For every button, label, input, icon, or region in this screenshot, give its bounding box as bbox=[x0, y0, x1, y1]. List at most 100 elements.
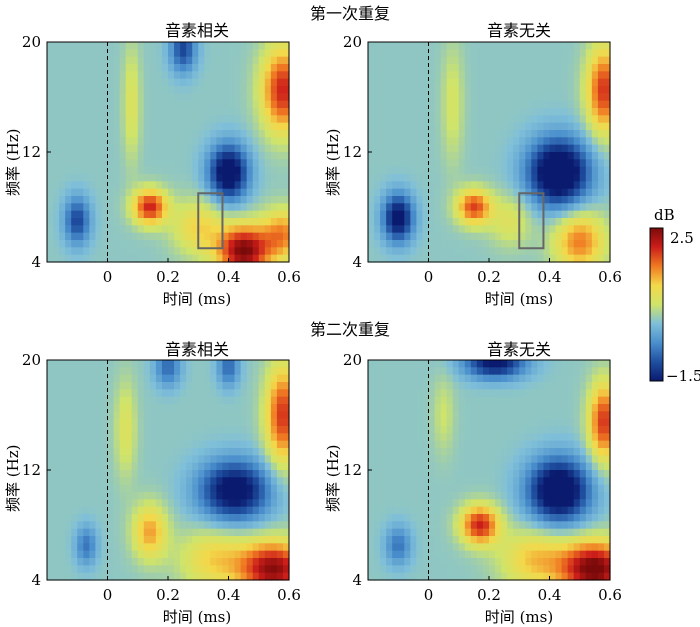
heatmap-cell bbox=[107, 484, 115, 493]
heatmap-cell bbox=[222, 396, 230, 405]
heatmap-cell bbox=[222, 382, 230, 390]
heatmap-cell bbox=[597, 433, 605, 442]
heatmap-cell bbox=[228, 254, 236, 263]
heatmap-cell bbox=[77, 247, 84, 256]
heatmap-cell bbox=[476, 115, 484, 124]
heatmap-cell bbox=[228, 440, 236, 449]
heatmap-cell bbox=[282, 506, 290, 515]
heatmap-cell bbox=[452, 360, 460, 368]
heatmap-cell bbox=[368, 462, 375, 471]
heatmap-cell bbox=[434, 130, 442, 138]
heatmap-cell bbox=[458, 514, 466, 522]
heatmap-cell bbox=[513, 426, 520, 434]
heatmap-cell bbox=[519, 56, 526, 65]
heatmap-cell bbox=[222, 506, 230, 515]
heatmap-cell bbox=[101, 484, 109, 493]
heatmap-cell bbox=[125, 86, 133, 94]
heatmap-cell bbox=[204, 247, 211, 256]
heatmap-cell bbox=[428, 115, 436, 124]
heatmap-cell bbox=[204, 49, 211, 58]
heatmap-cell bbox=[458, 240, 466, 248]
heatmap-cell bbox=[192, 426, 199, 434]
heatmap-cell bbox=[198, 455, 205, 464]
heatmap-cell bbox=[276, 404, 284, 412]
heatmap-cell bbox=[555, 64, 563, 72]
heatmap-cell bbox=[597, 64, 605, 72]
heatmap-cell bbox=[428, 550, 436, 559]
heatmap-cell bbox=[131, 159, 139, 168]
heatmap-cell bbox=[416, 382, 424, 390]
heatmap-cell bbox=[452, 130, 460, 138]
heatmap-cell bbox=[458, 174, 466, 182]
heatmap-cell bbox=[246, 210, 254, 219]
heatmap-cell bbox=[368, 558, 375, 566]
heatmap-cell bbox=[276, 550, 284, 559]
heatmap-cell bbox=[264, 360, 272, 368]
heatmap-cell bbox=[198, 382, 205, 390]
heatmap-cell bbox=[597, 565, 605, 574]
heatmap-cell bbox=[89, 374, 96, 383]
heatmap-cell bbox=[161, 455, 169, 464]
heatmap-cell bbox=[252, 71, 260, 80]
heatmap-cell bbox=[240, 49, 248, 58]
heatmap-cell bbox=[131, 492, 139, 500]
heatmap-cell bbox=[476, 528, 484, 537]
heatmap-cell bbox=[591, 188, 599, 197]
heatmap-cell bbox=[470, 93, 478, 102]
heatmap-cell bbox=[77, 404, 84, 412]
heatmap-cell bbox=[489, 558, 496, 566]
heatmap-cell bbox=[204, 100, 211, 109]
heatmap-cell bbox=[77, 122, 84, 131]
heatmap-cell bbox=[83, 492, 90, 500]
heatmap-cell bbox=[240, 404, 248, 412]
heatmap-cell bbox=[216, 42, 224, 50]
heatmap-cell bbox=[513, 108, 520, 116]
heatmap-cell bbox=[398, 550, 405, 559]
heatmap-cell bbox=[192, 470, 199, 478]
heatmap-cell bbox=[458, 433, 466, 442]
heatmap-cell bbox=[585, 572, 593, 581]
heatmap-cell bbox=[252, 470, 260, 478]
heatmap-cell bbox=[155, 152, 163, 160]
heatmap-cell bbox=[543, 225, 551, 234]
heatmap-cell bbox=[77, 71, 84, 80]
heatmap-cell bbox=[440, 100, 448, 109]
heatmap-cell bbox=[204, 152, 211, 160]
heatmap-cell bbox=[410, 521, 417, 530]
heatmap-cell bbox=[113, 572, 121, 581]
heatmap-cell bbox=[446, 240, 454, 248]
heatmap-cell bbox=[591, 455, 599, 464]
heatmap-cell bbox=[77, 418, 84, 427]
x-axis-label-r2-unrelated: 时间 (ms) bbox=[484, 608, 554, 626]
heatmap-cell bbox=[71, 374, 78, 383]
heatmap-cell bbox=[174, 159, 181, 168]
heatmap-cell bbox=[131, 396, 139, 405]
heatmap-cell bbox=[83, 159, 90, 168]
heatmap-cell bbox=[174, 225, 181, 234]
heatmap-cell bbox=[495, 159, 502, 168]
heatmap-cell bbox=[501, 254, 508, 263]
heatmap-cell bbox=[446, 514, 454, 522]
heatmap-cell bbox=[234, 86, 242, 94]
heatmap-cell bbox=[585, 470, 593, 478]
heatmap-cell bbox=[603, 225, 611, 234]
heatmap-cell bbox=[470, 174, 478, 182]
heatmap-cell bbox=[174, 144, 181, 153]
heatmap-cell bbox=[573, 49, 581, 58]
heatmap-cell bbox=[410, 71, 417, 80]
heatmap-cell bbox=[113, 56, 121, 65]
heatmap-cell bbox=[161, 389, 169, 398]
heatmap-cell bbox=[543, 572, 551, 581]
heatmap-cell bbox=[507, 484, 514, 493]
heatmap-cell bbox=[380, 254, 387, 263]
heatmap-cell bbox=[276, 203, 284, 212]
heatmap-cell bbox=[567, 232, 575, 241]
heatmap-cell bbox=[513, 550, 520, 559]
heatmap-cell bbox=[101, 166, 109, 175]
heatmap-cell bbox=[470, 181, 478, 190]
heatmap-cell bbox=[603, 42, 611, 50]
heatmap-cell bbox=[204, 240, 211, 248]
heatmap-cell bbox=[440, 159, 448, 168]
heatmap-cell bbox=[482, 470, 490, 478]
heatmap-cell bbox=[192, 477, 199, 486]
